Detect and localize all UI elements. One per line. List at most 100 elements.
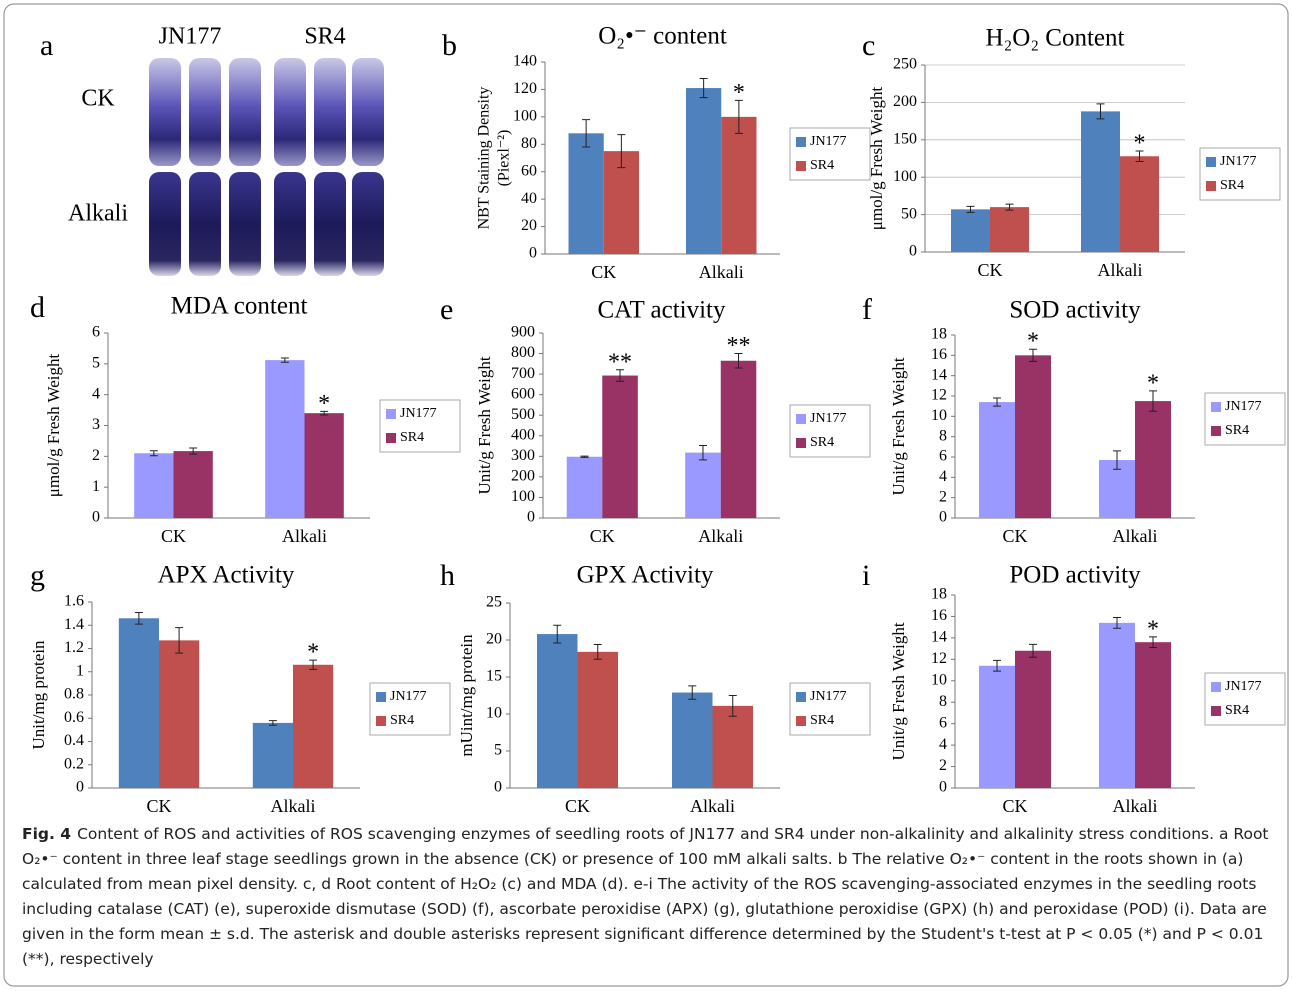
error-bar [728, 695, 737, 717]
y-tick-label: 140 [513, 53, 537, 70]
error-bar [1029, 348, 1037, 362]
error-bar [1149, 390, 1157, 412]
y-tick-label: 0 [909, 243, 917, 260]
bar [1015, 355, 1051, 518]
x-tick-label: CK [565, 796, 590, 816]
legend-box [789, 127, 871, 181]
x-tick-label: CK [1002, 526, 1027, 546]
panel-letter: b [442, 29, 457, 62]
root-photo [314, 58, 346, 166]
bar [134, 453, 174, 518]
error-bar [966, 205, 975, 213]
legend-swatch [1211, 682, 1221, 692]
error-bar [309, 659, 318, 670]
row-label: Alkali [68, 201, 128, 227]
caption-label: Fig. 4 [22, 825, 72, 843]
y-tick-label: 0 [76, 779, 84, 796]
y-tick-label: 300 [511, 447, 535, 464]
legend-label: JN177 [1225, 399, 1262, 414]
error-bar [189, 447, 198, 455]
error-bar [582, 119, 591, 148]
bar [672, 692, 713, 788]
y-tick-label: 8 [939, 693, 947, 710]
legend-swatch [796, 161, 806, 171]
legend-label: SR4 [810, 158, 834, 173]
x-tick-label: Alkali [690, 796, 735, 816]
chart-title: SOD activity [1009, 297, 1141, 324]
y-tick-label: 1.2 [64, 639, 84, 656]
legend-swatch [796, 137, 806, 147]
y-tick-label: 1 [76, 662, 84, 679]
legend-box [1199, 147, 1281, 201]
bar [568, 133, 604, 254]
y-tick-label: 5 [92, 355, 100, 372]
y-tick-label: 250 [893, 56, 917, 73]
column-label: SR4 [304, 24, 345, 50]
root-photo [352, 172, 384, 276]
legend-swatch [796, 414, 806, 424]
error-bar [149, 450, 158, 457]
x-tick-label: CK [1002, 796, 1027, 816]
significance-marker: * [1147, 616, 1159, 642]
x-tick-label: CK [146, 796, 171, 816]
error-bar [1149, 636, 1157, 649]
error-bar [698, 444, 707, 461]
legend-label: JN177 [400, 406, 437, 421]
y-tick-label: 0 [939, 779, 947, 796]
error-bar [320, 410, 329, 416]
frame [3, 3, 1289, 987]
bar [951, 209, 990, 252]
legend-label: SR4 [810, 435, 834, 450]
bar [685, 452, 721, 518]
x-tick-label: Alkali [1098, 260, 1143, 280]
bar [990, 207, 1029, 252]
x-tick-label: Alkali [1113, 526, 1158, 546]
y-tick-label: 15 [486, 668, 502, 685]
bar [712, 705, 753, 788]
bar [979, 665, 1015, 788]
y-tick-label: 4 [939, 736, 947, 753]
panel-letter: g [30, 559, 45, 592]
legend-box [369, 682, 451, 736]
y-tick-label: 2 [939, 488, 947, 505]
x-tick-label: CK [161, 526, 186, 546]
bar [1081, 111, 1120, 252]
chart-title: CAT activity [597, 297, 726, 324]
root-photo [274, 172, 306, 276]
root-photo [149, 58, 181, 166]
y-tick-label: 12 [931, 387, 947, 404]
y-tick-label: 400 [511, 426, 535, 443]
y-tick-label: 0 [527, 509, 535, 526]
legend-label: SR4 [400, 430, 424, 445]
legend-label: JN177 [1220, 154, 1257, 169]
row-label: CK [81, 86, 115, 112]
y-tick-label: 40 [521, 190, 537, 207]
panel-letter: f [862, 293, 872, 326]
bar [1099, 622, 1135, 788]
error-bar [688, 685, 697, 700]
panel-letter: h [440, 559, 455, 592]
legend-swatch [796, 716, 806, 726]
bar [602, 375, 638, 518]
y-tick-label: 100 [893, 168, 917, 185]
error-bar [280, 357, 289, 363]
bar [537, 634, 578, 788]
x-tick-label: CK [590, 526, 615, 546]
significance-marker: ** [727, 333, 751, 359]
x-tick-label: Alkali [699, 262, 744, 282]
bar [566, 456, 603, 518]
y-tick-label: 700 [511, 365, 535, 382]
legend-box [789, 404, 871, 458]
error-bar [1005, 203, 1014, 211]
error-bar [993, 397, 1001, 407]
legend-box [789, 682, 871, 736]
legend-swatch [386, 433, 396, 443]
error-bar [734, 99, 743, 134]
y-tick-label: 1 [92, 478, 100, 495]
caption-text: Content of ROS and activities of ROS sca… [22, 825, 1269, 968]
y-tick-label: 120 [513, 80, 537, 97]
panel-letter: a [40, 29, 53, 62]
significance-marker: * [733, 80, 745, 106]
